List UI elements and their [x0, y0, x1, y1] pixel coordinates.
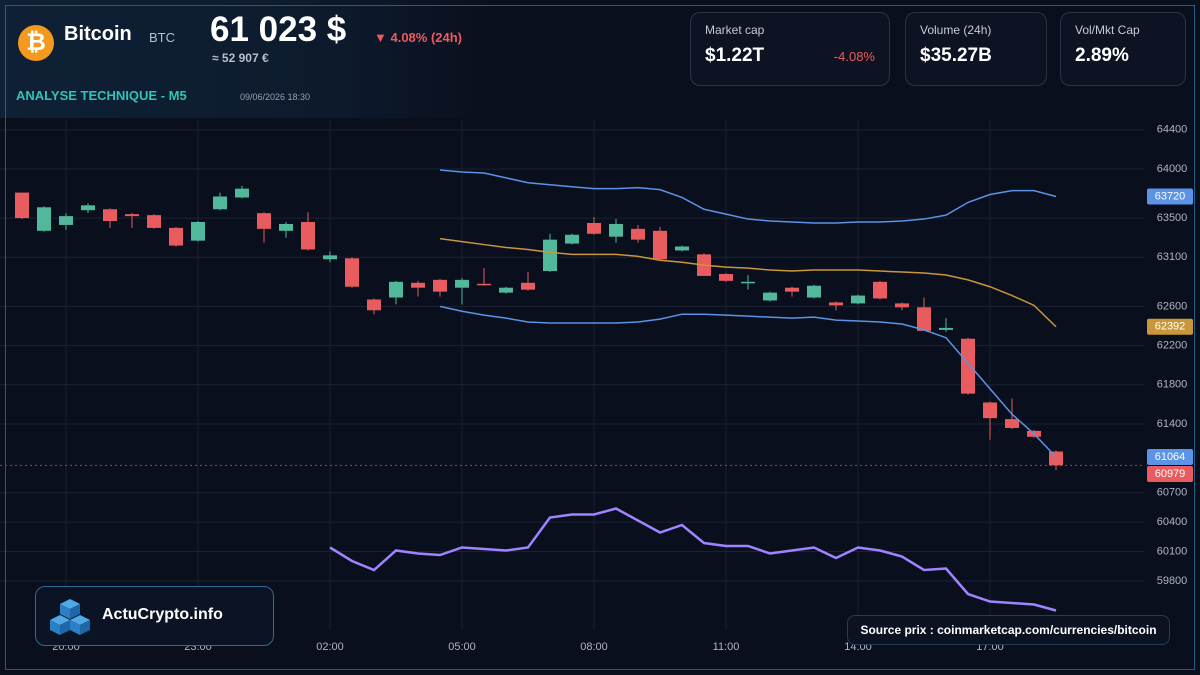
- x-tick-label: 11:00: [713, 641, 740, 653]
- header: ₿ Bitcoin BTC 61 023 $ ▼ 4.08% (24h) ≈ 5…: [0, 0, 490, 118]
- candle-body: [1049, 451, 1063, 466]
- value-badge: [1147, 448, 1193, 465]
- candle-body: [455, 279, 469, 288]
- candle-body: [829, 302, 843, 306]
- candle-body: [499, 287, 513, 293]
- y-tick-label: 62200: [1157, 339, 1188, 351]
- stat-label: Vol/Mkt Cap: [1075, 23, 1140, 37]
- price: 61 023 $: [210, 10, 347, 49]
- candle-body: [59, 216, 73, 225]
- candle-body: [301, 222, 315, 250]
- y-tick-label: 61400: [1157, 418, 1188, 430]
- value-badge: [1147, 188, 1193, 205]
- candle-body: [741, 281, 755, 284]
- value-badge: [1147, 318, 1193, 335]
- candle-body: [917, 307, 931, 331]
- stat-value: $1.22T: [705, 45, 765, 66]
- candle-body: [851, 295, 865, 304]
- y-tick-label: 62600: [1157, 300, 1188, 312]
- candle-body: [235, 188, 249, 198]
- candle-body: [477, 283, 491, 286]
- brand-logo: [50, 599, 90, 635]
- candle-body: [213, 196, 227, 210]
- candle-body: [587, 222, 601, 234]
- band-line: [439, 237, 1057, 328]
- coin-icon: ₿: [18, 25, 54, 61]
- y-tick-label: 61800: [1157, 379, 1188, 391]
- stat-label: Market cap: [705, 23, 765, 37]
- stat-change: -4.08%: [833, 49, 875, 64]
- candle-body: [939, 327, 953, 330]
- candle-body: [147, 215, 161, 228]
- candle-body: [433, 279, 447, 292]
- y-tick-label: 60400: [1157, 516, 1188, 528]
- y-tick-label: 64400: [1157, 124, 1188, 136]
- candle-body: [103, 209, 117, 222]
- candle-body: [37, 207, 51, 231]
- price-change: ▼ 4.08% (24h): [374, 30, 463, 45]
- y-tick-label: 63100: [1157, 251, 1188, 263]
- y-tick-label: 64000: [1157, 163, 1188, 175]
- candle-body: [983, 402, 997, 419]
- value-badge-label: 60979: [1155, 468, 1186, 480]
- rsi-line: [329, 507, 1057, 612]
- candle-body: [191, 222, 205, 241]
- candle-body: [367, 299, 381, 311]
- candle-body: [631, 228, 645, 240]
- value-badge: [1147, 465, 1193, 482]
- brand-box: ActuCrypto.info: [35, 586, 274, 646]
- candle-body: [345, 258, 359, 287]
- candle-body: [763, 292, 777, 301]
- y-tick-label: 60700: [1157, 487, 1188, 499]
- x-tick-label: 05:00: [448, 641, 476, 653]
- candle-body: [323, 255, 337, 260]
- brand-name: ActuCrypto.info: [102, 606, 223, 623]
- stat-card: Volume (24h) $35.27B: [905, 12, 1047, 86]
- candle-body: [873, 281, 887, 299]
- candle-body: [565, 234, 579, 244]
- candle-body: [279, 223, 293, 231]
- section-title: ANALYSE TECHNIQUE - M5: [16, 88, 187, 103]
- candle-body: [169, 227, 183, 246]
- candle-body: [521, 282, 535, 290]
- candle-body: [675, 246, 689, 251]
- candle-body: [411, 282, 425, 288]
- candle-body: [543, 239, 557, 272]
- stat-value: $35.27B: [920, 45, 992, 66]
- coin-symbol: BTC: [149, 30, 175, 45]
- candle-body: [653, 230, 667, 260]
- candle-body: [609, 223, 623, 237]
- value-badge-label: 61064: [1155, 451, 1186, 463]
- candle-body: [257, 213, 271, 229]
- stat-card: Vol/Mkt Cap 2.89%: [1060, 12, 1186, 86]
- x-tick-label: 08:00: [580, 641, 608, 653]
- candle-body: [895, 303, 909, 308]
- price-eur: ≈ 52 907 €: [212, 51, 269, 65]
- candle-body: [15, 192, 29, 219]
- candle-body: [719, 273, 733, 281]
- x-tick-label: 02:00: [316, 641, 344, 653]
- y-tick-label: 60100: [1157, 545, 1188, 557]
- stat-label: Volume (24h): [920, 23, 992, 37]
- datetime: 09/06/2026 18:30: [240, 92, 311, 102]
- value-badge-label: 63720: [1155, 190, 1186, 202]
- source-pill: Source prix : coinmarketcap.com/currenci…: [847, 615, 1170, 645]
- coin-name: Bitcoin: [64, 23, 132, 45]
- y-tick-label: 59800: [1157, 575, 1188, 587]
- band-line: [439, 305, 1057, 458]
- candle-body: [389, 281, 403, 298]
- candle-body: [81, 205, 95, 211]
- candle-body: [807, 285, 821, 298]
- candle-body: [1005, 419, 1019, 428]
- candle-body: [125, 214, 139, 217]
- candle-body: [961, 338, 975, 394]
- y-tick-label: 63500: [1157, 212, 1188, 224]
- stat-value: 2.89%: [1075, 45, 1129, 66]
- candle-body: [785, 287, 799, 292]
- value-badge-label: 62392: [1155, 321, 1186, 333]
- band-line: [439, 169, 1057, 224]
- stat-card: Market cap $1.22T -4.08%: [690, 12, 890, 86]
